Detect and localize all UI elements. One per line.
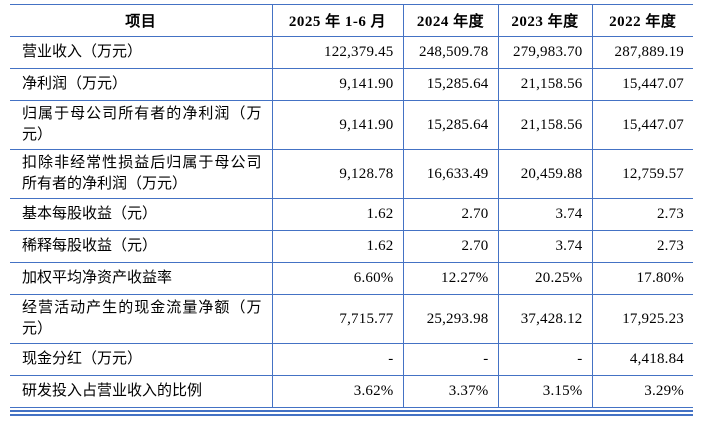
- table-row: 归属于母公司所有者的净利润（万元） 9,141.90 15,285.64 21,…: [10, 100, 693, 150]
- column-header-2023: 2023 年度: [497, 4, 592, 37]
- cell-value: 3.74: [497, 198, 592, 231]
- cell-value: 9,128.78: [271, 149, 403, 199]
- cell-value: 2.70: [402, 230, 498, 263]
- row-label: 归属于母公司所有者的净利润（万元）: [10, 100, 272, 150]
- cell-value: 122,379.45: [271, 36, 403, 69]
- cell-value: 15,285.64: [402, 100, 498, 150]
- cell-value: -: [402, 343, 498, 376]
- cell-value: 2.73: [591, 198, 693, 231]
- table-bottom-double-rule: [10, 410, 693, 416]
- cell-value: 15,285.64: [402, 68, 498, 101]
- cell-value: 3.29%: [591, 375, 693, 408]
- table-row: 稀释每股收益（元） 1.62 2.70 3.74 2.73: [10, 230, 693, 263]
- column-header-2025h1: 2025 年 1-6 月: [271, 4, 403, 37]
- cell-value: 2.73: [591, 230, 693, 263]
- table-row: 营业收入（万元） 122,379.45 248,509.78 279,983.7…: [10, 36, 693, 69]
- column-header-item: 项目: [10, 4, 272, 37]
- row-label: 经营活动产生的现金流量净额（万元）: [10, 294, 272, 344]
- cell-value: 279,983.70: [497, 36, 592, 69]
- cell-value: 6.60%: [271, 262, 403, 295]
- cell-value: 20,459.88: [497, 149, 592, 199]
- cell-value: -: [271, 343, 403, 376]
- row-label: 稀释每股收益（元）: [10, 230, 272, 263]
- financial-summary-table-wrapper: 项目 2025 年 1-6 月 2024 年度 2023 年度 2022 年度 …: [10, 4, 693, 416]
- cell-value: 37,428.12: [497, 294, 592, 344]
- table-row: 加权平均净资产收益率 6.60% 12.27% 20.25% 17.80%: [10, 262, 693, 295]
- cell-value: 1.62: [271, 198, 403, 231]
- row-label: 基本每股收益（元）: [10, 198, 272, 231]
- table-row: 经营活动产生的现金流量净额（万元） 7,715.77 25,293.98 37,…: [10, 294, 693, 344]
- cell-value: 3.15%: [497, 375, 592, 408]
- cell-value: 17.80%: [591, 262, 693, 295]
- row-label: 现金分红（万元）: [10, 343, 272, 376]
- table-row: 现金分红（万元） - - - 4,418.84: [10, 343, 693, 376]
- table-row: 扣除非经常性损益后归属于母公司所有者的净利润（万元） 9,128.78 16,6…: [10, 149, 693, 199]
- cell-value: 3.37%: [402, 375, 498, 408]
- row-label: 加权平均净资产收益率: [10, 262, 272, 295]
- cell-value: 3.62%: [271, 375, 403, 408]
- header-row: 项目 2025 年 1-6 月 2024 年度 2023 年度 2022 年度: [10, 4, 693, 37]
- cell-value: 2.70: [402, 198, 498, 231]
- row-label: 研发投入占营业收入的比例: [10, 375, 272, 408]
- column-header-2022: 2022 年度: [591, 4, 693, 37]
- cell-value: 15,447.07: [591, 68, 693, 101]
- cell-value: 9,141.90: [271, 100, 403, 150]
- cell-value: -: [497, 343, 592, 376]
- cell-value: 25,293.98: [402, 294, 498, 344]
- cell-value: 9,141.90: [271, 68, 403, 101]
- cell-value: 15,447.07: [591, 100, 693, 150]
- row-label: 净利润（万元）: [10, 68, 272, 101]
- cell-value: 1.62: [271, 230, 403, 263]
- table-row: 研发投入占营业收入的比例 3.62% 3.37% 3.15% 3.29%: [10, 375, 693, 408]
- cell-value: 4,418.84: [591, 343, 693, 376]
- cell-value: 20.25%: [497, 262, 592, 295]
- cell-value: 21,158.56: [497, 100, 592, 150]
- row-label: 扣除非经常性损益后归属于母公司所有者的净利润（万元）: [10, 149, 272, 199]
- table-row: 基本每股收益（元） 1.62 2.70 3.74 2.73: [10, 198, 693, 231]
- table-row: 净利润（万元） 9,141.90 15,285.64 21,158.56 15,…: [10, 68, 693, 101]
- cell-value: 248,509.78: [402, 36, 498, 69]
- cell-value: 16,633.49: [402, 149, 498, 199]
- cell-value: 12.27%: [402, 262, 498, 295]
- cell-value: 3.74: [497, 230, 592, 263]
- column-header-2024: 2024 年度: [402, 4, 498, 37]
- cell-value: 287,889.19: [591, 36, 693, 69]
- row-label: 营业收入（万元）: [10, 36, 272, 69]
- financial-summary-table: 项目 2025 年 1-6 月 2024 年度 2023 年度 2022 年度 …: [10, 4, 693, 408]
- cell-value: 12,759.57: [591, 149, 693, 199]
- cell-value: 21,158.56: [497, 68, 592, 101]
- cell-value: 7,715.77: [271, 294, 403, 344]
- cell-value: 17,925.23: [591, 294, 693, 344]
